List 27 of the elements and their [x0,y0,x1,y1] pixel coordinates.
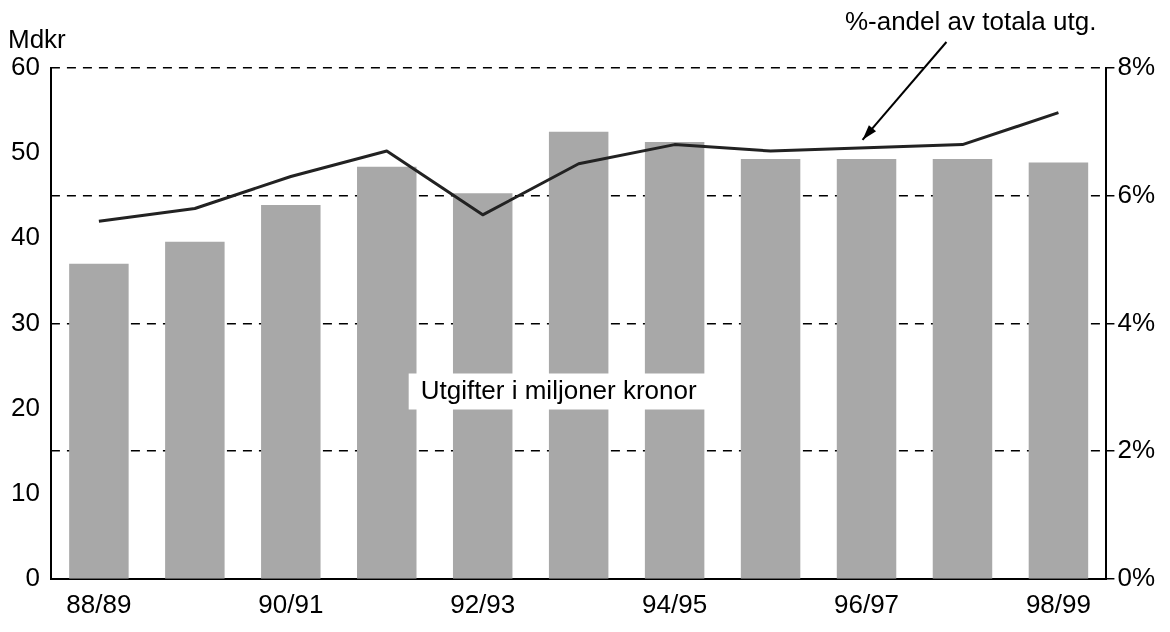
x-tick-label: 96/97 [834,588,900,619]
bar [932,159,993,579]
y-tick-label: 50 [11,136,40,167]
x-tick-label: 94/95 [642,588,708,619]
y-tick-label: 20 [11,391,40,422]
y-tick-label: 30 [11,306,40,337]
text: %-andel av totala utg. [844,6,1097,37]
x-tick-label: 88/89 [66,588,132,619]
y2-tick-label: 2% [1117,434,1155,465]
bar [836,159,897,579]
x-tick-label: 98/99 [1025,588,1091,619]
bar [357,166,417,579]
bar [69,263,129,579]
bar [1028,162,1089,579]
series-label: Utgifter i miljoner kronor [420,374,697,405]
x-tick-label: 90/91 [258,588,324,619]
y-tick-label: 40 [11,221,40,252]
y2-tick-label: 8% [1117,51,1155,82]
y2-tick-label: 0% [1117,561,1155,592]
y-tick-label: 10 [11,476,40,507]
y2-tick-label: 6% [1117,178,1155,209]
y2-tick-label: 4% [1117,306,1155,337]
bar [740,159,801,579]
x-tick-label: 92/93 [450,588,516,619]
y-tick-label: 0 [25,561,40,592]
bar [165,241,225,579]
bar [261,205,321,579]
